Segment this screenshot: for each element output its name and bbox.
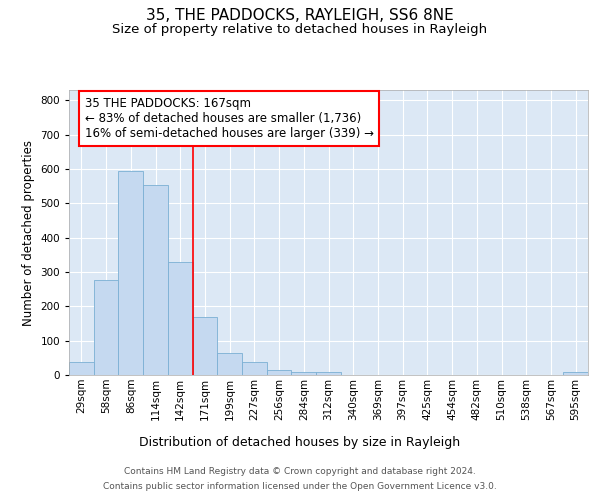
Text: Size of property relative to detached houses in Rayleigh: Size of property relative to detached ho… xyxy=(112,22,488,36)
Text: Contains public sector information licensed under the Open Government Licence v3: Contains public sector information licen… xyxy=(103,482,497,491)
Text: 35, THE PADDOCKS, RAYLEIGH, SS6 8NE: 35, THE PADDOCKS, RAYLEIGH, SS6 8NE xyxy=(146,8,454,22)
Bar xyxy=(316,372,341,375)
Bar xyxy=(563,372,588,375)
Bar xyxy=(242,362,267,375)
Bar xyxy=(193,316,217,375)
Bar xyxy=(267,370,292,375)
Text: 35 THE PADDOCKS: 167sqm
← 83% of detached houses are smaller (1,736)
16% of semi: 35 THE PADDOCKS: 167sqm ← 83% of detache… xyxy=(85,97,374,140)
Bar xyxy=(118,170,143,375)
Y-axis label: Number of detached properties: Number of detached properties xyxy=(22,140,35,326)
Bar xyxy=(143,186,168,375)
Bar xyxy=(168,262,193,375)
Text: Distribution of detached houses by size in Rayleigh: Distribution of detached houses by size … xyxy=(139,436,461,449)
Bar xyxy=(217,352,242,375)
Bar xyxy=(69,362,94,375)
Text: Contains HM Land Registry data © Crown copyright and database right 2024.: Contains HM Land Registry data © Crown c… xyxy=(124,467,476,476)
Bar xyxy=(292,372,316,375)
Bar xyxy=(94,280,118,375)
